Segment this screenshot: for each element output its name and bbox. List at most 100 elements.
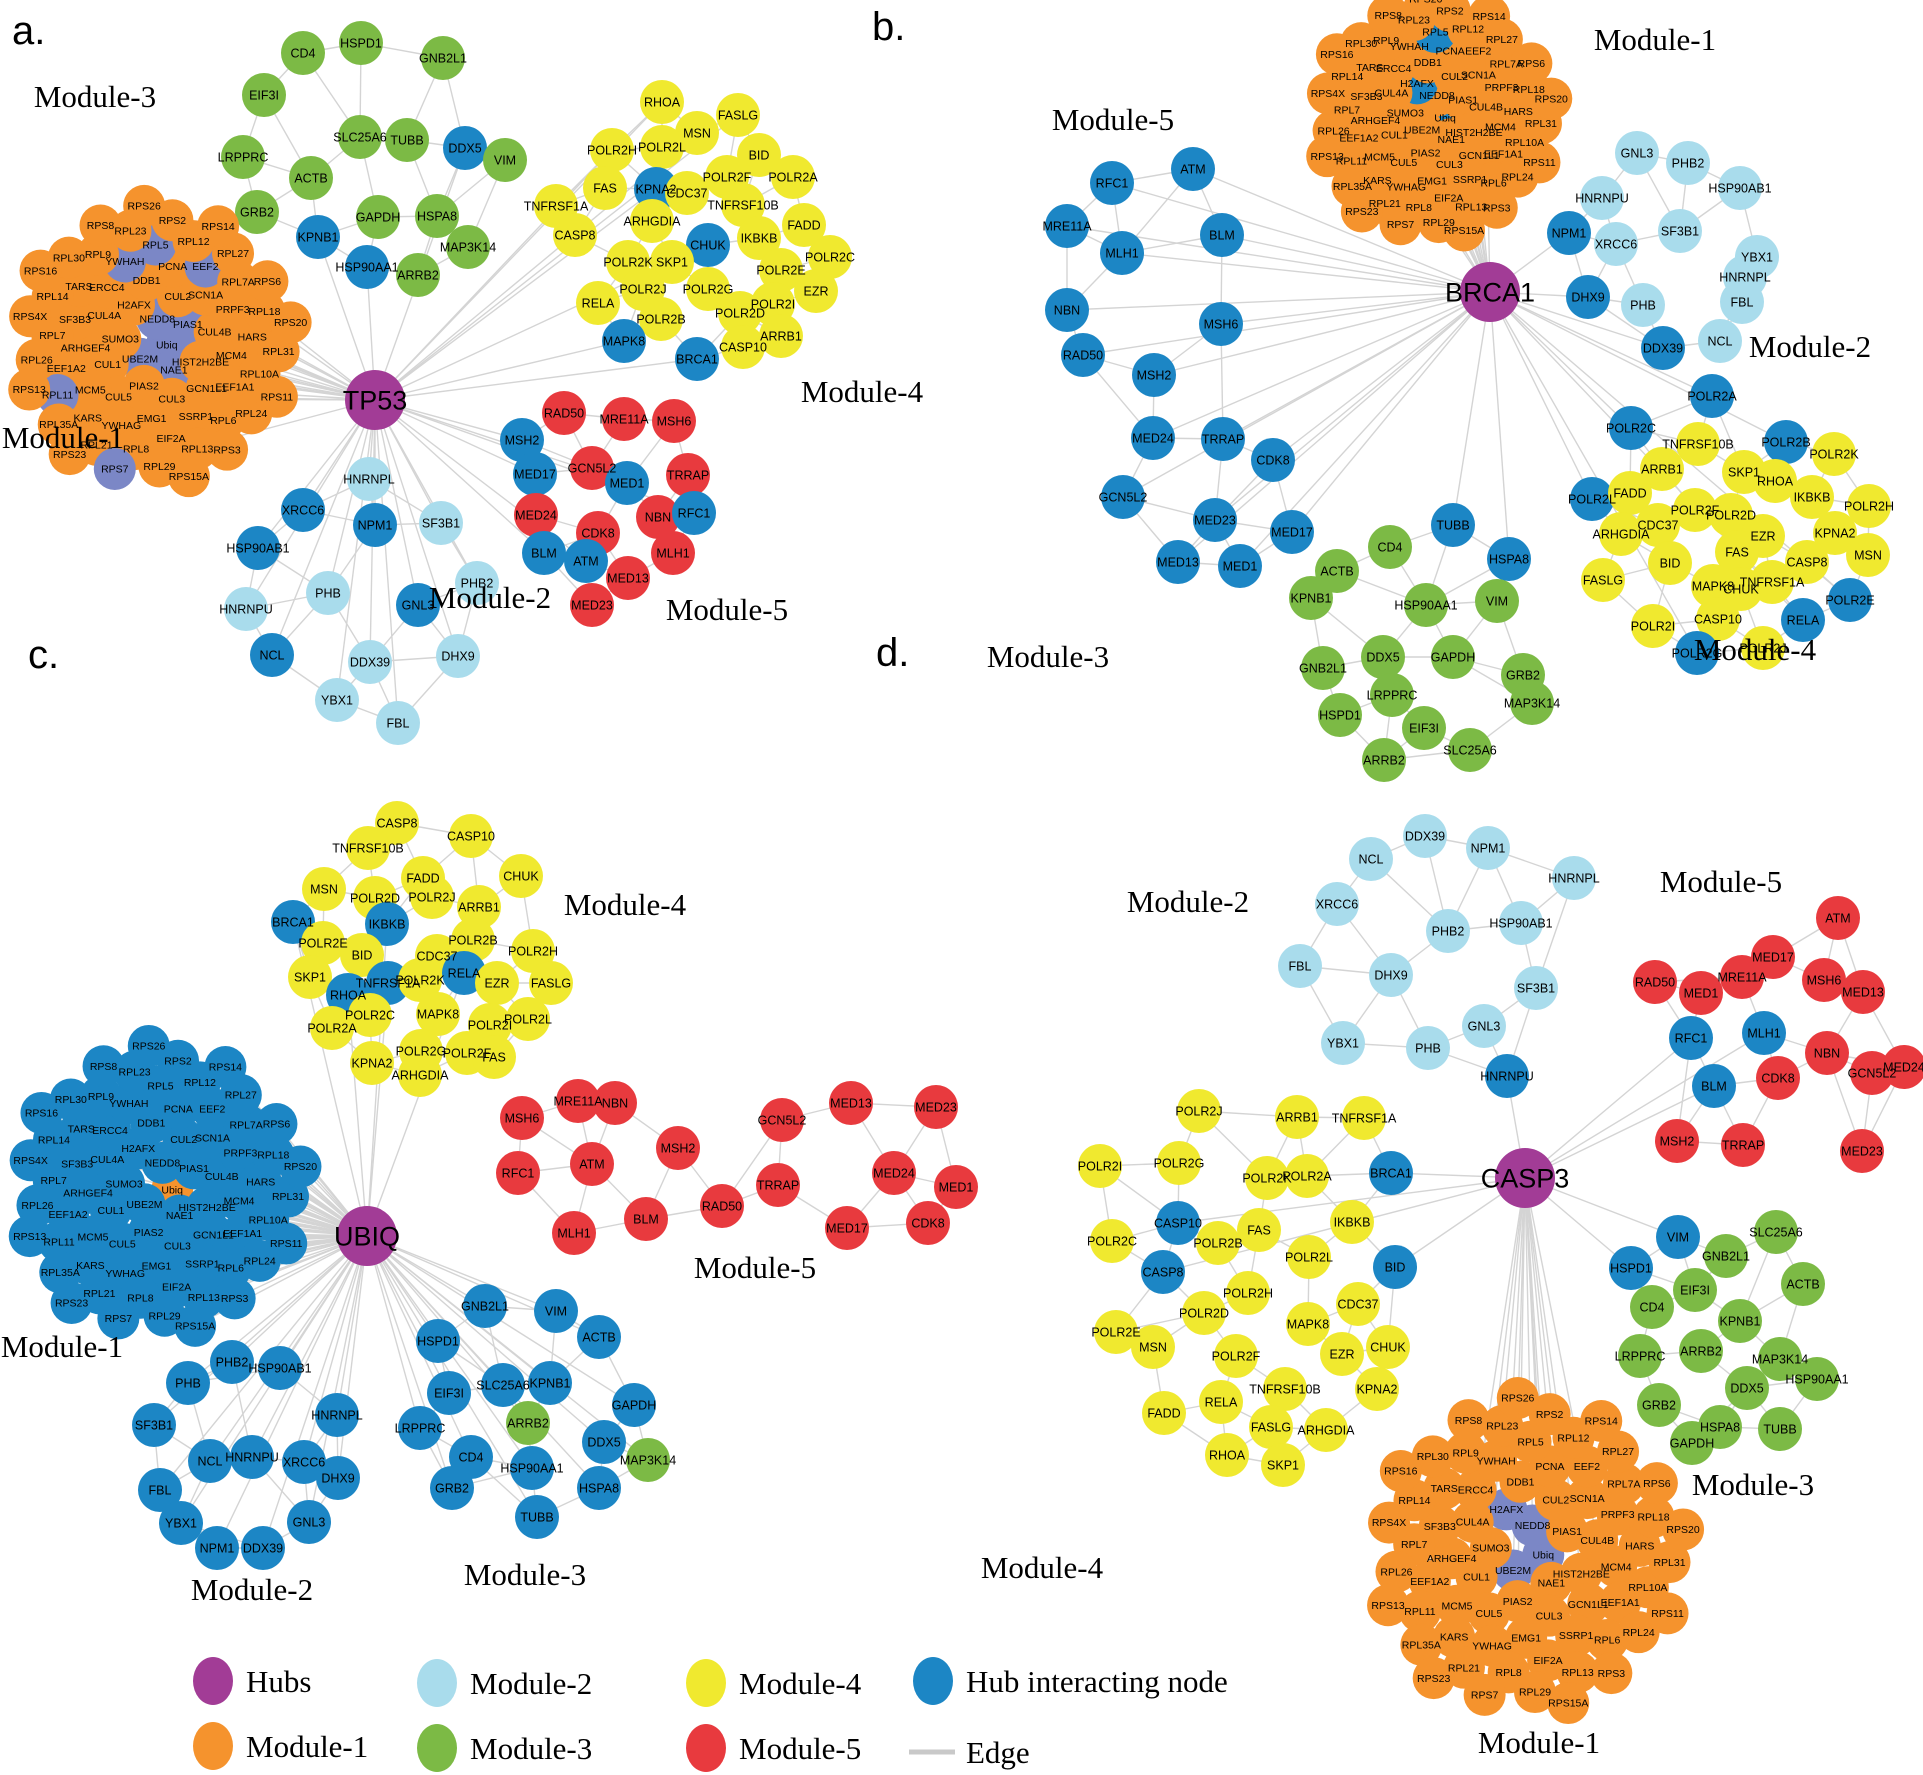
node-ncl — [188, 1439, 232, 1483]
node-polr2e — [301, 921, 345, 965]
node-casp10 — [1696, 597, 1740, 641]
node-label: SKP1 — [1728, 465, 1760, 479]
node-label: CUL1 — [98, 1205, 125, 1217]
node-label: H2AFX — [121, 1143, 155, 1155]
edge — [1221, 234, 1491, 293]
node-label: KPNB1 — [530, 1376, 571, 1390]
node-rps6 — [246, 260, 289, 303]
node-label: SSRP1 — [1559, 1630, 1594, 1642]
node-label: RPL12 — [184, 1077, 216, 1089]
node-gnl3 — [1462, 1004, 1506, 1048]
node-label: POLR2H — [508, 944, 558, 958]
node-med13 — [1156, 540, 1200, 584]
node-label: GNL3 — [1621, 146, 1654, 160]
node-label: RPS23 — [53, 449, 86, 461]
node-label: ARRB1 — [458, 900, 500, 914]
node-rps14 — [197, 205, 240, 248]
node-label: MLH1 — [1105, 246, 1138, 260]
node-label: NPM1 — [1471, 841, 1506, 855]
edge — [1489, 291, 1698, 654]
node-rhoa — [1753, 459, 1797, 503]
node-rela — [576, 281, 620, 325]
node-label: NBN — [645, 510, 671, 524]
node-label: RPS11 — [270, 1238, 303, 1250]
edge — [1122, 291, 1491, 498]
node-label: RPL14 — [38, 1134, 70, 1146]
node-label: MAPK8 — [603, 334, 645, 348]
node-label: MCM4 — [216, 350, 247, 362]
node-mlh1 — [1100, 231, 1144, 275]
node-label: MSH2 — [661, 1141, 696, 1155]
edge — [1524, 1037, 1692, 1179]
node-label: RPL31 — [272, 1191, 304, 1203]
node-label: DDX39 — [1643, 341, 1683, 355]
node-label: POLR2A — [307, 1021, 357, 1035]
node-skp1 — [650, 240, 694, 284]
node-hnrnpu — [1485, 1054, 1529, 1098]
node-label: RPL11 — [42, 390, 73, 402]
node-label: POLR2A — [1282, 1169, 1332, 1183]
node-label: RPL29 — [149, 1310, 181, 1322]
node-label: CUL3 — [164, 1240, 191, 1252]
node-casp10 — [721, 325, 765, 369]
node-label: HNRNPL — [343, 472, 394, 486]
node-label: EEF1A2 — [47, 363, 86, 375]
node-label: MED24 — [873, 1166, 915, 1180]
nodes — [8, 0, 1923, 1725]
node-cdc37 — [1336, 1282, 1380, 1326]
node-ddx5 — [582, 1420, 626, 1464]
node-phb2 — [1666, 141, 1710, 185]
node-polr2j — [410, 875, 454, 919]
node-label: MED23 — [1841, 1144, 1883, 1158]
node-label: RPS20 — [284, 1161, 317, 1173]
node-dhx9 — [316, 1456, 360, 1500]
node-rps26 — [127, 1024, 170, 1067]
node-polr2i — [1631, 604, 1675, 648]
node-label: MRE11A — [599, 412, 649, 426]
node-label: NBN — [1054, 303, 1080, 317]
node-polr2b — [1196, 1221, 1240, 1265]
node-cd4 — [281, 31, 325, 75]
node-label: SLC25A6 — [1749, 1225, 1803, 1239]
node-label: RPS23 — [1345, 206, 1378, 218]
node-atm — [1816, 896, 1860, 940]
node-label: RPS14 — [209, 1062, 242, 1074]
node-rps14 — [1580, 1400, 1623, 1443]
node-sf3b1 — [1514, 966, 1558, 1010]
node-label: HNRNPL — [1548, 871, 1599, 885]
node-eif3i — [1402, 706, 1446, 750]
node-casp8 — [1141, 1250, 1185, 1294]
module-label-d-module3: Module-3 — [1692, 1467, 1814, 1502]
node-label: RPL14 — [1398, 1495, 1430, 1507]
node-label: TNFRSF10B — [1662, 437, 1734, 451]
edge — [336, 1235, 368, 1416]
node-label: EEF1A2 — [1410, 1576, 1449, 1588]
node-dhx9 — [436, 634, 480, 678]
node-label: RPL5 — [1517, 1436, 1543, 1448]
legend-swatch-hub — [193, 1657, 233, 1705]
node-label: YWHAG — [1386, 182, 1426, 194]
node-label: RPL27 — [1602, 1446, 1634, 1458]
node-label: EZR — [485, 976, 510, 990]
node-ddx39 — [1403, 814, 1447, 858]
legend: Hubs Module-1 Module-2 Module-3 Module-4 Modu… — [193, 1657, 1228, 1772]
node-label: HARS — [246, 1176, 275, 1188]
edge — [1489, 291, 1787, 443]
node-rpl7a — [1602, 1462, 1645, 1505]
node-chuk — [686, 223, 730, 267]
panel-letter-d: d. — [876, 631, 909, 675]
node-label: FASLG — [531, 976, 571, 990]
node-polr2e — [1828, 578, 1872, 622]
node-rela — [1199, 1380, 1243, 1424]
node-label: MRE11A — [553, 1094, 603, 1108]
node-label: POLR2A — [768, 170, 818, 184]
node-mlh1 — [552, 1211, 596, 1255]
node-mapk8 — [416, 992, 460, 1036]
edge — [1272, 291, 1491, 461]
node-kpna2 — [350, 1041, 394, 1085]
node-label: GNB2L1 — [419, 51, 467, 65]
node-label: FAS — [482, 1050, 506, 1064]
node-label: HSPA8 — [579, 1481, 619, 1495]
node-label: TARS — [65, 281, 92, 293]
edge — [1489, 291, 1510, 560]
